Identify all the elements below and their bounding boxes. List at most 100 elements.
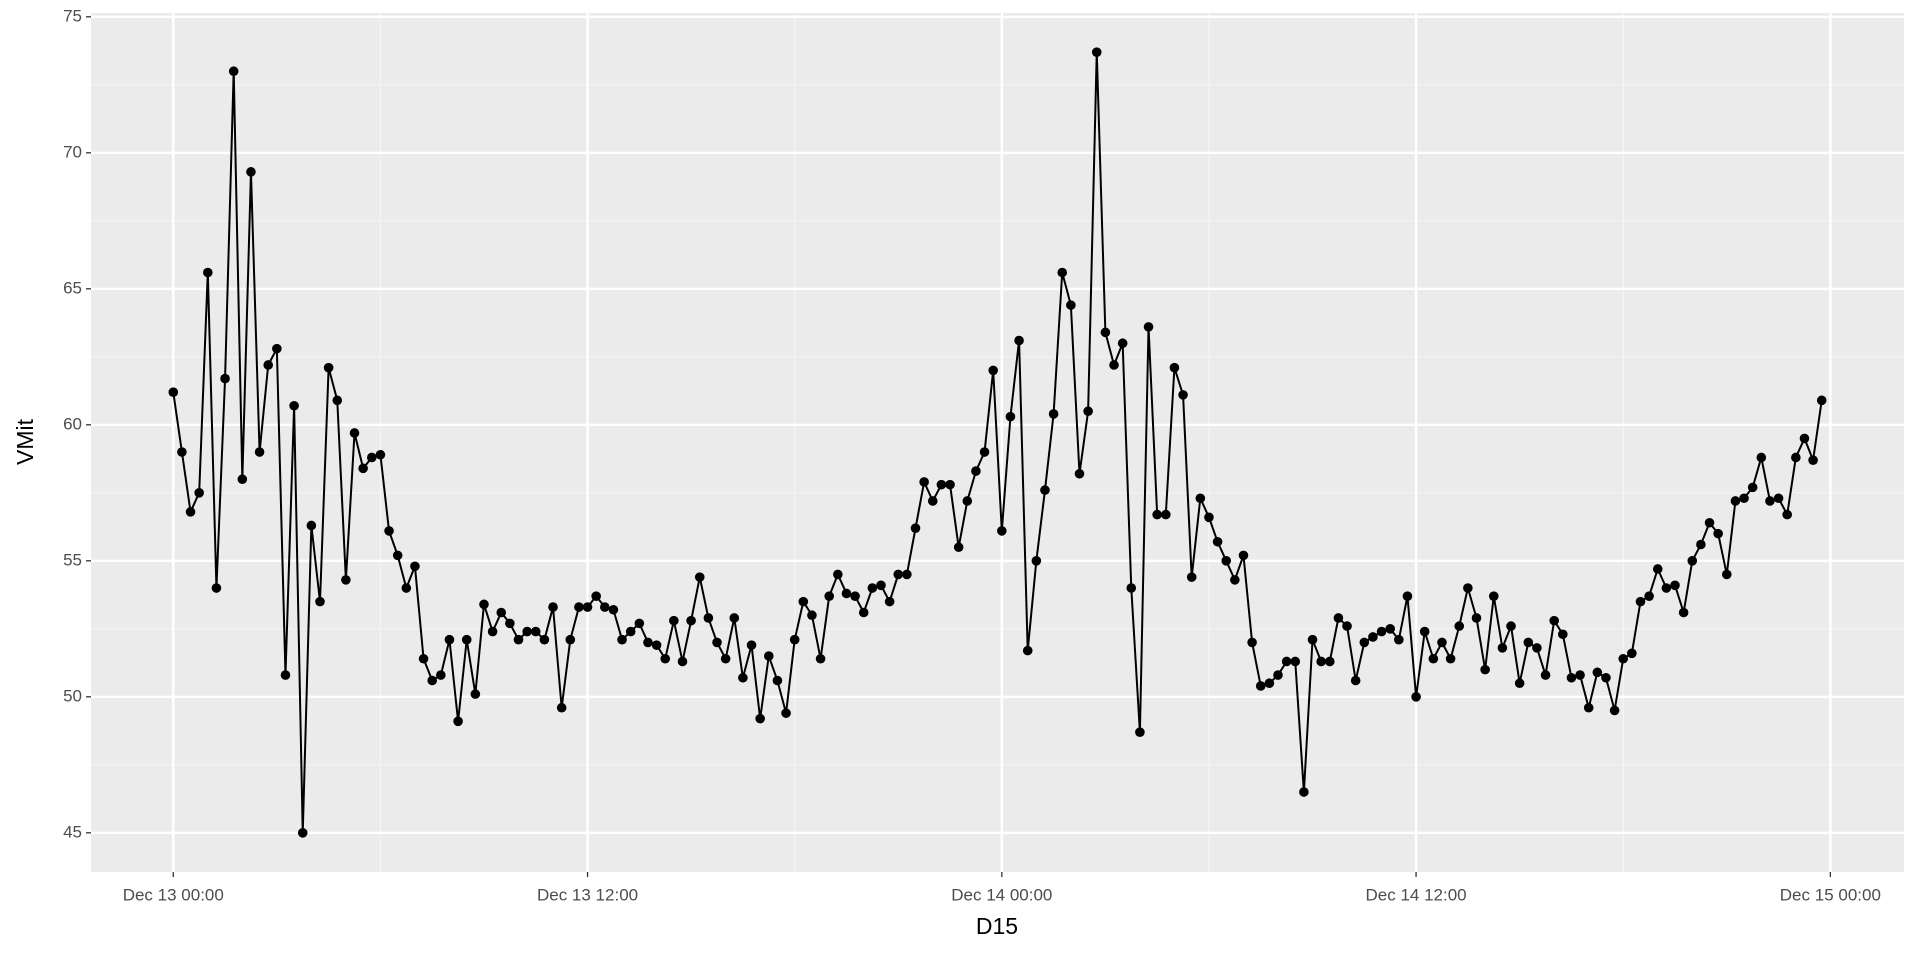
point	[237, 474, 248, 485]
point	[694, 572, 705, 582]
point	[1299, 787, 1309, 797]
point	[177, 447, 187, 457]
point	[738, 672, 748, 683]
point	[1394, 634, 1404, 645]
point	[1566, 672, 1577, 683]
point	[720, 653, 731, 664]
point	[392, 550, 403, 561]
point	[1428, 653, 1439, 664]
point	[1307, 634, 1318, 645]
point	[1255, 681, 1266, 691]
point	[358, 463, 368, 474]
point	[1523, 637, 1534, 648]
point	[617, 634, 627, 645]
point	[1290, 656, 1301, 667]
point	[979, 447, 990, 457]
point	[401, 583, 412, 593]
point	[997, 526, 1007, 536]
point	[945, 479, 955, 490]
point	[591, 591, 601, 601]
point	[1704, 517, 1715, 528]
point	[272, 343, 282, 354]
x-tick-label: Dec 13 00:00	[123, 885, 224, 904]
point	[807, 610, 817, 621]
point	[1074, 468, 1085, 479]
x-tick-label: Dec 15 00:00	[1780, 885, 1881, 904]
point	[1721, 569, 1732, 580]
point	[1040, 485, 1050, 495]
point	[669, 615, 679, 626]
point	[746, 640, 757, 650]
y-axis-title: VMit	[12, 418, 38, 465]
point	[582, 602, 593, 612]
point	[643, 637, 653, 648]
point	[1514, 678, 1525, 689]
point	[513, 634, 524, 645]
point	[763, 651, 774, 661]
point	[1678, 607, 1689, 618]
point	[341, 575, 351, 585]
point	[1782, 509, 1792, 520]
point	[1627, 648, 1637, 659]
point	[936, 479, 947, 490]
point	[686, 615, 696, 626]
point	[781, 708, 791, 718]
point	[772, 675, 783, 686]
point	[1281, 656, 1292, 667]
point	[418, 653, 429, 664]
point	[1350, 675, 1361, 686]
point	[651, 640, 662, 650]
point	[1558, 629, 1568, 640]
point	[1747, 482, 1758, 493]
point	[1264, 678, 1275, 689]
point	[1005, 411, 1016, 422]
point	[677, 656, 688, 667]
point	[755, 713, 765, 724]
point	[1713, 528, 1723, 539]
point	[1385, 624, 1395, 634]
point	[1773, 493, 1784, 504]
point	[505, 618, 515, 629]
point	[1765, 496, 1775, 506]
point	[1221, 556, 1232, 566]
point	[185, 507, 196, 517]
point	[971, 466, 981, 476]
point	[203, 267, 213, 278]
point	[453, 716, 463, 727]
point	[1411, 692, 1421, 702]
point	[858, 607, 869, 618]
point	[910, 523, 921, 533]
point	[315, 596, 325, 607]
y-tick-label: 45	[63, 822, 82, 841]
point	[384, 526, 394, 536]
point	[1230, 575, 1240, 585]
point	[833, 569, 843, 580]
point	[306, 520, 317, 531]
point	[927, 496, 938, 506]
point	[1031, 556, 1042, 566]
point	[1540, 670, 1551, 680]
point	[1730, 496, 1741, 506]
point	[1247, 637, 1257, 648]
point	[1670, 580, 1680, 591]
point	[1273, 670, 1283, 680]
point	[461, 634, 472, 645]
point	[703, 613, 714, 623]
point	[893, 569, 904, 580]
point	[1152, 509, 1162, 520]
point	[1463, 583, 1473, 593]
point	[1437, 637, 1447, 648]
point	[366, 452, 377, 463]
point	[496, 607, 507, 618]
point	[470, 689, 481, 699]
point	[556, 702, 567, 713]
point	[876, 580, 886, 591]
point	[565, 634, 576, 645]
point	[1048, 409, 1059, 419]
point	[824, 591, 835, 601]
point	[1661, 583, 1672, 593]
marks	[168, 47, 1827, 838]
point	[902, 569, 912, 580]
